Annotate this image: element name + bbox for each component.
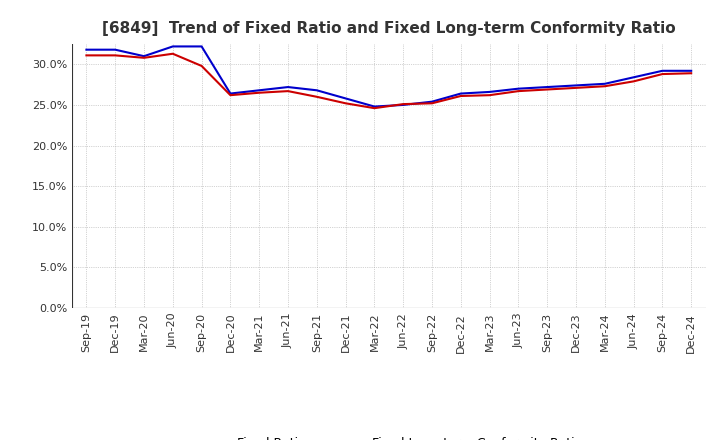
- Fixed Ratio: [658, 68, 667, 73]
- Title: [6849]  Trend of Fixed Ratio and Fixed Long-term Conformity Ratio: [6849] Trend of Fixed Ratio and Fixed Lo…: [102, 21, 675, 36]
- Fixed Long-term Conformity Ratio: [168, 51, 177, 56]
- Fixed Long-term Conformity Ratio: [514, 88, 523, 94]
- Fixed Ratio: [312, 88, 321, 93]
- Legend: Fixed Ratio, Fixed Long-term Conformity Ratio: Fixed Ratio, Fixed Long-term Conformity …: [191, 432, 587, 440]
- Fixed Long-term Conformity Ratio: [111, 53, 120, 58]
- Line: Fixed Long-term Conformity Ratio: Fixed Long-term Conformity Ratio: [86, 54, 691, 108]
- Fixed Ratio: [370, 104, 379, 109]
- Fixed Ratio: [687, 68, 696, 73]
- Fixed Long-term Conformity Ratio: [82, 53, 91, 58]
- Fixed Long-term Conformity Ratio: [543, 87, 552, 92]
- Fixed Ratio: [82, 47, 91, 52]
- Fixed Ratio: [572, 83, 580, 88]
- Fixed Ratio: [284, 84, 292, 90]
- Fixed Ratio: [428, 99, 436, 104]
- Fixed Ratio: [255, 88, 264, 93]
- Fixed Ratio: [197, 44, 206, 49]
- Fixed Ratio: [514, 86, 523, 92]
- Line: Fixed Ratio: Fixed Ratio: [86, 47, 691, 106]
- Fixed Ratio: [341, 96, 350, 101]
- Fixed Ratio: [140, 54, 148, 59]
- Fixed Long-term Conformity Ratio: [140, 55, 148, 60]
- Fixed Ratio: [111, 47, 120, 52]
- Fixed Ratio: [456, 91, 465, 96]
- Fixed Long-term Conformity Ratio: [572, 85, 580, 91]
- Fixed Long-term Conformity Ratio: [456, 93, 465, 99]
- Fixed Ratio: [543, 84, 552, 90]
- Fixed Long-term Conformity Ratio: [428, 101, 436, 106]
- Fixed Ratio: [485, 89, 494, 95]
- Fixed Long-term Conformity Ratio: [687, 70, 696, 76]
- Fixed Ratio: [399, 102, 408, 107]
- Fixed Long-term Conformity Ratio: [197, 63, 206, 69]
- Fixed Long-term Conformity Ratio: [226, 92, 235, 98]
- Fixed Long-term Conformity Ratio: [370, 106, 379, 111]
- Fixed Ratio: [168, 44, 177, 49]
- Fixed Long-term Conformity Ratio: [629, 79, 638, 84]
- Fixed Long-term Conformity Ratio: [658, 71, 667, 77]
- Fixed Long-term Conformity Ratio: [341, 101, 350, 106]
- Fixed Long-term Conformity Ratio: [399, 102, 408, 107]
- Fixed Ratio: [600, 81, 609, 86]
- Fixed Long-term Conformity Ratio: [284, 88, 292, 94]
- Fixed Long-term Conformity Ratio: [600, 84, 609, 89]
- Fixed Long-term Conformity Ratio: [255, 90, 264, 95]
- Fixed Long-term Conformity Ratio: [312, 94, 321, 99]
- Fixed Long-term Conformity Ratio: [485, 92, 494, 98]
- Fixed Ratio: [226, 91, 235, 96]
- Fixed Ratio: [629, 75, 638, 80]
